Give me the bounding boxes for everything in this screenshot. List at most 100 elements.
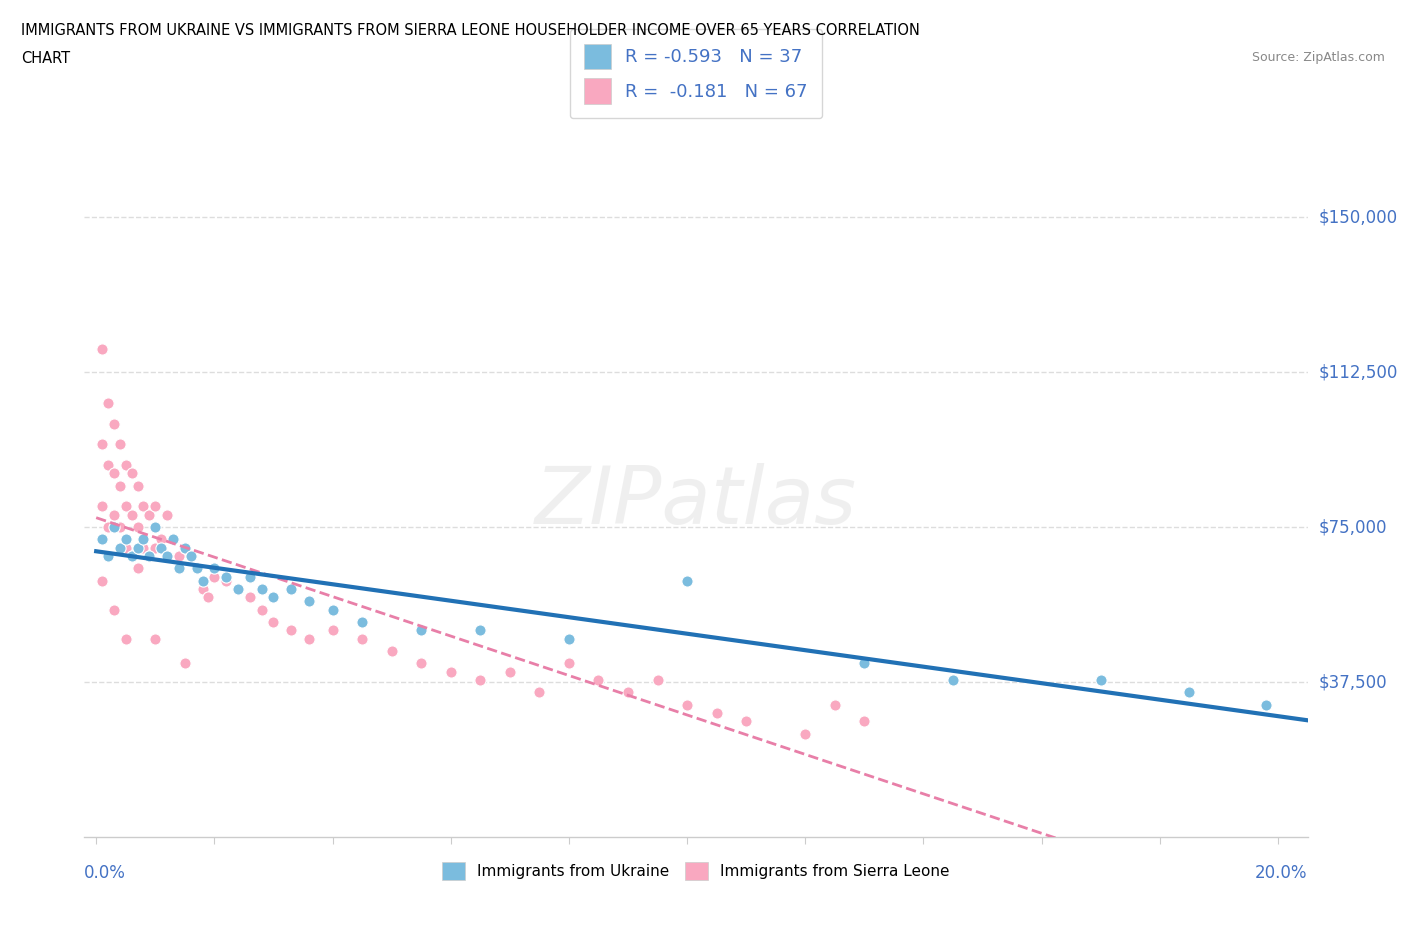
Point <box>676 698 699 712</box>
Point <box>103 466 125 481</box>
Point <box>108 478 131 493</box>
Point <box>202 561 225 576</box>
Point <box>127 520 149 535</box>
Point <box>239 569 262 584</box>
Point <box>411 623 433 638</box>
Point <box>499 664 522 679</box>
Point <box>853 656 876 671</box>
Point <box>411 656 433 671</box>
Point <box>180 549 202 564</box>
Point <box>470 623 492 638</box>
Text: 20.0%: 20.0% <box>1256 864 1308 882</box>
Point <box>143 540 166 555</box>
Point <box>298 594 321 609</box>
Point <box>127 478 149 493</box>
Point <box>280 623 302 638</box>
Legend: R = -0.593   N = 37, R =  -0.181   N = 67: R = -0.593 N = 37, R = -0.181 N = 67 <box>569 29 823 118</box>
Point <box>114 532 136 547</box>
Text: $75,000: $75,000 <box>1319 518 1388 536</box>
Point <box>108 520 131 535</box>
Point <box>132 540 155 555</box>
Point <box>202 569 225 584</box>
Point <box>103 507 125 522</box>
Point <box>138 507 160 522</box>
Point <box>197 590 219 604</box>
Point <box>173 656 195 671</box>
Point <box>138 549 160 564</box>
Point <box>108 437 131 452</box>
Point <box>97 395 120 410</box>
Point <box>735 714 758 729</box>
Point <box>588 672 610 687</box>
Point <box>322 603 344 618</box>
Point <box>280 581 302 596</box>
Point <box>215 573 238 588</box>
Point <box>1090 672 1112 687</box>
Point <box>173 540 195 555</box>
Point <box>226 581 249 596</box>
Point <box>97 520 120 535</box>
Point <box>91 573 114 588</box>
Text: Source: ZipAtlas.com: Source: ZipAtlas.com <box>1251 51 1385 64</box>
Point <box>262 590 284 604</box>
Point <box>250 581 273 596</box>
Text: $150,000: $150,000 <box>1319 208 1398 226</box>
Point <box>180 549 202 564</box>
Point <box>121 549 143 564</box>
Point <box>186 561 208 576</box>
Point <box>942 672 965 687</box>
Point <box>127 561 149 576</box>
Point <box>91 498 114 513</box>
Point <box>853 714 876 729</box>
Point <box>97 549 120 564</box>
Point <box>150 532 173 547</box>
Point <box>114 498 136 513</box>
Point <box>156 507 179 522</box>
Point <box>143 631 166 646</box>
Point <box>173 540 195 555</box>
Point <box>186 561 208 576</box>
Point <box>121 466 143 481</box>
Text: ZIPatlas: ZIPatlas <box>534 463 858 541</box>
Point <box>529 684 551 699</box>
Point <box>103 520 125 535</box>
Point <box>794 726 817 741</box>
Point <box>108 540 131 555</box>
Point <box>352 615 374 630</box>
Point <box>127 540 149 555</box>
Point <box>298 631 321 646</box>
Point <box>1178 684 1201 699</box>
Text: 0.0%: 0.0% <box>84 864 127 882</box>
Point <box>322 623 344 638</box>
Point <box>91 342 114 357</box>
Point <box>1256 698 1278 712</box>
Point <box>103 417 125 432</box>
Point <box>215 569 238 584</box>
Text: $37,500: $37,500 <box>1319 673 1388 691</box>
Point <box>114 540 136 555</box>
Point <box>162 532 184 547</box>
Point <box>97 458 120 472</box>
Text: $112,500: $112,500 <box>1319 363 1398 381</box>
Point <box>824 698 846 712</box>
Point <box>156 549 179 564</box>
Point <box>558 631 581 646</box>
Point <box>440 664 463 679</box>
Point <box>167 549 190 564</box>
Point <box>162 532 184 547</box>
Point <box>191 581 214 596</box>
Point <box>352 631 374 646</box>
Point <box>103 603 125 618</box>
Point <box>676 573 699 588</box>
Point <box>143 520 166 535</box>
Point <box>167 561 190 576</box>
Point <box>191 573 214 588</box>
Point <box>132 532 155 547</box>
Point <box>121 507 143 522</box>
Point <box>647 672 669 687</box>
Point <box>114 458 136 472</box>
Point <box>150 540 173 555</box>
Point <box>617 684 640 699</box>
Point <box>143 498 166 513</box>
Point <box>239 590 262 604</box>
